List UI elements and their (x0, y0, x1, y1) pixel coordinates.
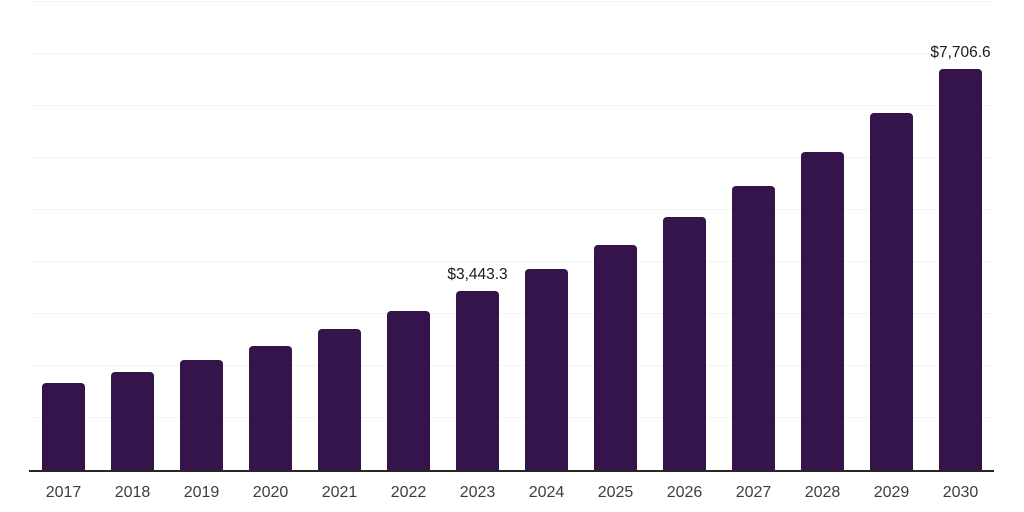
x-tick-2018: 2018 (114, 484, 151, 501)
gridline-4000 (30, 261, 993, 262)
bar-2023 (456, 290, 499, 470)
bar-column-2019 (180, 0, 223, 470)
bar-2030 (939, 69, 982, 470)
bar-2018 (111, 371, 154, 470)
gridline-3000 (30, 313, 993, 314)
x-axis-line (29, 470, 994, 472)
bar-column-2027 (732, 0, 775, 470)
x-tick-2023: 2023 (459, 484, 496, 501)
x-tick-2019: 2019 (183, 484, 220, 501)
bar-2025 (594, 244, 637, 470)
gridline-1000 (30, 417, 993, 418)
gridline-9000 (30, 1, 993, 2)
bar-2029 (870, 112, 913, 470)
bar-column-2020 (249, 0, 292, 470)
x-tick-2027: 2027 (735, 484, 772, 501)
x-tick-2029: 2029 (873, 484, 910, 501)
bar-2024 (525, 269, 568, 470)
bar-2026 (663, 217, 706, 470)
bar-column-2025 (594, 0, 637, 470)
x-tick-2017: 2017 (45, 484, 82, 501)
x-axis-labels: 2017 2018 2019 2020 2021 2022 2023 2024 2025 2026… (30, 474, 993, 512)
plot-area: $3,443.3 $7,706.6 (29, 0, 994, 472)
bar-column-2024 (525, 0, 568, 470)
data-label-2030: $7,706.6 (930, 44, 991, 62)
bar-2022 (387, 311, 430, 470)
gridline-5000 (30, 209, 993, 210)
x-tick-2024: 2024 (528, 484, 565, 501)
x-tick-2028: 2028 (804, 484, 841, 501)
bar-column-2018 (111, 0, 154, 470)
gridline-8000 (30, 53, 993, 54)
gridline-6000 (30, 157, 993, 158)
bar-column-2022 (387, 0, 430, 470)
bar-2021 (318, 329, 361, 470)
bars-container: $3,443.3 $7,706.6 (30, 0, 993, 470)
bar-column-2029 (870, 0, 913, 470)
x-tick-2030: 2030 (942, 484, 979, 501)
x-tick-2026: 2026 (666, 484, 703, 501)
bar-column-2017 (42, 0, 85, 470)
bar-column-2030: $7,706.6 (930, 0, 991, 470)
x-tick-2022: 2022 (390, 484, 427, 501)
bar-2027 (732, 186, 775, 470)
bar-2019 (180, 360, 223, 470)
gridline-7000 (30, 105, 993, 106)
bar-column-2026 (663, 0, 706, 470)
bar-2020 (249, 346, 292, 470)
x-tick-2025: 2025 (597, 484, 634, 501)
bar-2017 (42, 382, 85, 470)
data-label-2023: $3,443.3 (447, 265, 508, 283)
bar-column-2023: $3,443.3 (447, 0, 508, 470)
bar-2028 (801, 151, 844, 470)
x-tick-2020: 2020 (252, 484, 289, 501)
bar-column-2028 (801, 0, 844, 470)
x-tick-2021: 2021 (321, 484, 358, 501)
gridline-2000 (30, 365, 993, 366)
bar-column-2021 (318, 0, 361, 470)
